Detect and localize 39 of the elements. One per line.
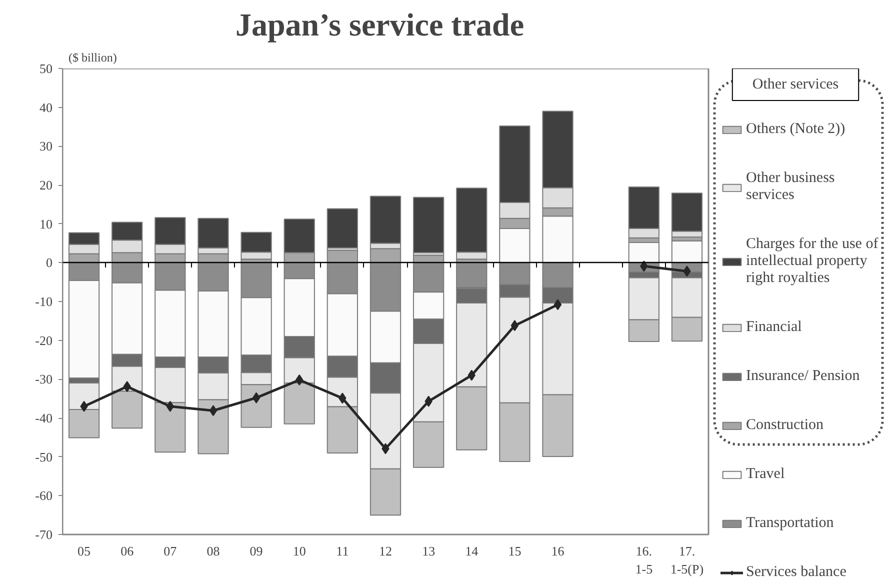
x-tick-label: 16 bbox=[551, 544, 565, 558]
legend-label: Charges for the use of intellectual property right royalties bbox=[746, 236, 878, 287]
legend-label: Others (Note 2)) bbox=[746, 121, 846, 138]
legend-label: Transportation bbox=[746, 515, 834, 532]
x-tick-label: 08 bbox=[206, 544, 220, 558]
y-tick-label: -30 bbox=[35, 372, 53, 387]
y-tick-label: 40 bbox=[40, 100, 52, 115]
y-tick-label: 50 bbox=[40, 61, 52, 76]
x-tick-label: 16. 1-5 bbox=[635, 544, 653, 576]
y-tick-label: -40 bbox=[35, 410, 53, 426]
x-tick-label: 14 bbox=[465, 544, 479, 558]
legend-label: Financial bbox=[746, 319, 802, 336]
y-tick-label: 20 bbox=[40, 178, 52, 192]
y-tick-label: -50 bbox=[35, 449, 53, 464]
y-tick-label: -10 bbox=[35, 294, 53, 309]
chart-title: Japan’s service trade bbox=[236, 6, 524, 42]
y-tick-label: -20 bbox=[35, 332, 53, 348]
x-tick-label: 15 bbox=[508, 544, 522, 558]
legend-label: Travel bbox=[746, 466, 785, 483]
x-tick-label: 17. 1-5(P) bbox=[670, 544, 704, 576]
y-tick-label: -70 bbox=[35, 527, 53, 542]
x-tick-label: 09 bbox=[250, 544, 263, 558]
legend-label: Insurance/ Pension bbox=[746, 368, 860, 385]
legend-label: Services balance bbox=[746, 564, 846, 581]
x-tick-label: 06 bbox=[120, 544, 134, 558]
y-tick-label: 0 bbox=[46, 255, 52, 270]
x-tick-label: 07 bbox=[164, 544, 178, 558]
y-tick-label: 10 bbox=[40, 216, 52, 232]
x-tick-label: 12 bbox=[379, 544, 392, 558]
y-tick-label: -60 bbox=[35, 488, 53, 504]
x-tick-label: 10 bbox=[292, 544, 306, 558]
y-tick-label: 30 bbox=[40, 138, 52, 154]
legend-label: Construction bbox=[746, 417, 824, 434]
legend-label: Other business services bbox=[746, 170, 835, 204]
x-tick-label: 11 bbox=[336, 544, 349, 558]
y-axis-title: ($ billion) bbox=[68, 50, 117, 64]
text: Other services bbox=[752, 76, 839, 92]
x-tick-label: 13 bbox=[422, 544, 436, 558]
x-tick-label: 05 bbox=[78, 544, 91, 558]
